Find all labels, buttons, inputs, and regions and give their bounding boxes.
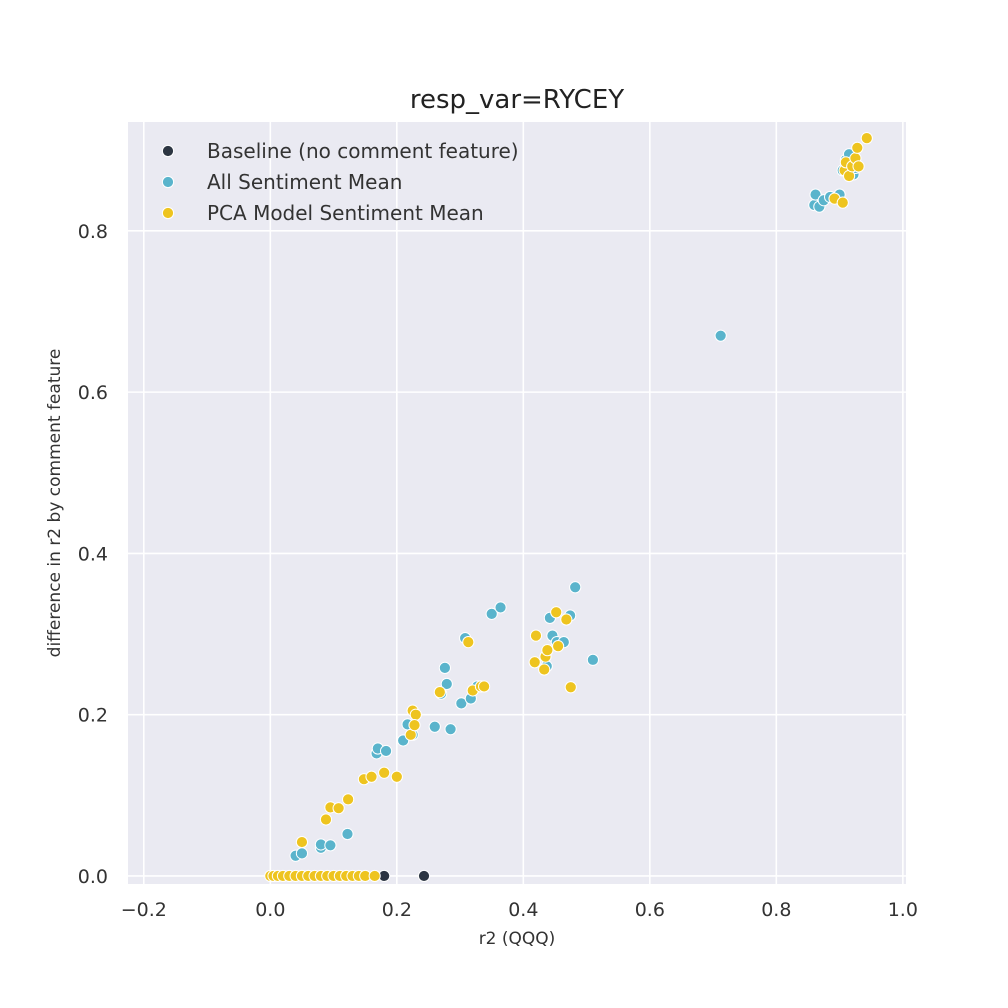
data-points xyxy=(264,132,873,883)
x-tick-label: −0.2 xyxy=(121,899,167,921)
data-point xyxy=(438,661,451,674)
plot-area xyxy=(128,122,906,884)
data-point xyxy=(342,793,355,806)
data-point xyxy=(440,677,453,691)
data-point xyxy=(528,656,541,669)
data-point xyxy=(341,827,354,841)
x-tick-label: 1.0 xyxy=(888,899,918,921)
data-point xyxy=(552,640,565,653)
data-point xyxy=(417,869,431,883)
x-tick-label: 0.2 xyxy=(382,899,412,921)
x-axis-ticks: −0.2 0.0 0.2 0.4 0.6 0.8 1.0 xyxy=(121,899,918,921)
legend-marker xyxy=(161,206,175,220)
data-point xyxy=(550,606,563,619)
chart-title: resp_var=RYCEY xyxy=(410,85,624,115)
data-point xyxy=(494,601,507,614)
data-point xyxy=(368,869,381,883)
x-tick-label: 0.0 xyxy=(255,899,285,921)
data-point xyxy=(378,766,391,779)
y-tick-label: 0.2 xyxy=(78,705,108,727)
data-point xyxy=(860,132,873,145)
series-2 xyxy=(264,132,873,883)
legend-label: PCA Model Sentiment Mean xyxy=(207,201,484,225)
y-axis-ticks: 0.0 0.2 0.4 0.6 0.8 xyxy=(78,221,108,888)
data-point xyxy=(478,680,491,693)
y-tick-label: 0.6 xyxy=(78,382,108,404)
data-point xyxy=(319,813,333,826)
data-point xyxy=(714,329,727,342)
data-point xyxy=(836,196,849,209)
y-tick-label: 0.8 xyxy=(78,221,108,243)
data-point xyxy=(529,629,543,642)
data-point xyxy=(332,802,345,815)
data-point xyxy=(586,653,600,666)
data-point xyxy=(462,635,475,649)
data-point xyxy=(365,770,378,783)
legend-marker xyxy=(161,175,175,189)
x-tick-label: 0.4 xyxy=(508,899,538,921)
data-point xyxy=(433,685,446,699)
data-point xyxy=(444,723,457,736)
y-tick-label: 0.4 xyxy=(78,543,108,565)
legend-label: Baseline (no comment feature) xyxy=(207,139,519,163)
x-tick-label: 0.8 xyxy=(761,899,791,921)
data-point xyxy=(455,697,468,710)
data-point xyxy=(851,141,864,154)
x-axis-label: r2 (QQQ) xyxy=(479,929,556,949)
data-point xyxy=(409,708,422,721)
data-point xyxy=(408,719,421,732)
data-point xyxy=(390,770,403,783)
data-point xyxy=(295,847,309,860)
data-point xyxy=(569,581,582,594)
data-point xyxy=(560,613,573,626)
data-point xyxy=(809,188,822,201)
data-point xyxy=(295,835,309,849)
data-point xyxy=(538,663,551,676)
data-point xyxy=(541,644,554,657)
data-point xyxy=(324,839,337,852)
y-tick-label: 0.0 xyxy=(78,866,108,888)
legend: Baseline (no comment feature) All Sentime… xyxy=(161,139,519,225)
data-point xyxy=(485,607,498,620)
data-point xyxy=(564,681,577,694)
legend-marker xyxy=(161,144,175,158)
data-point xyxy=(428,720,441,733)
legend-label: All Sentiment Mean xyxy=(207,170,402,194)
x-tick-label: 0.6 xyxy=(635,899,665,921)
data-point xyxy=(379,744,393,758)
grid-lines xyxy=(128,122,906,884)
y-axis-label: difference in r2 by comment feature xyxy=(45,349,65,658)
data-point xyxy=(852,160,865,173)
